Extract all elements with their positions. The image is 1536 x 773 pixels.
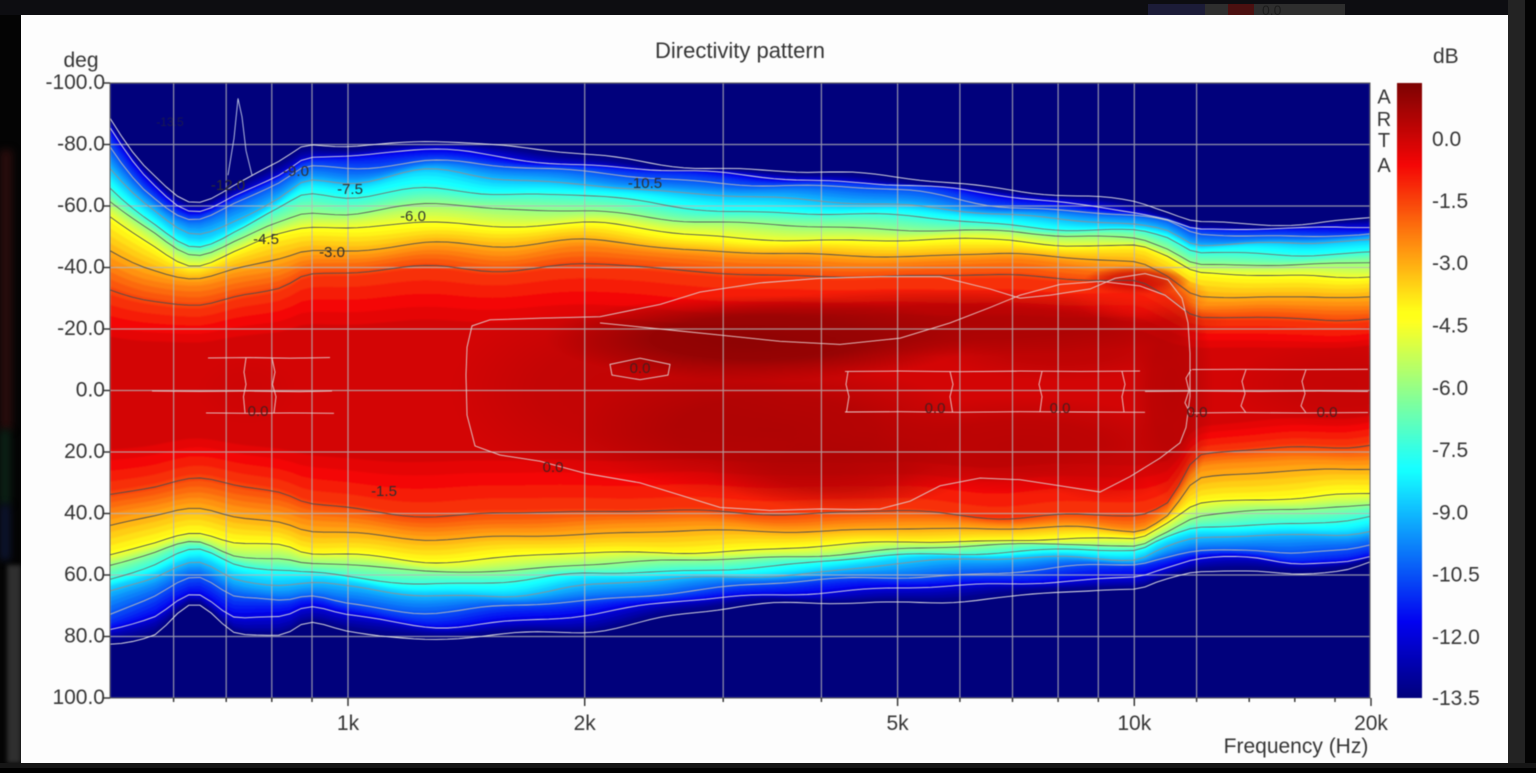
- svg-text:0.0: 0.0: [1432, 128, 1461, 151]
- svg-text:Frequency (Hz): Frequency (Hz): [1224, 735, 1369, 758]
- svg-text:100.0: 100.0: [52, 686, 105, 709]
- svg-text:dB: dB: [1433, 45, 1459, 68]
- svg-text:Directivity pattern: Directivity pattern: [655, 38, 825, 63]
- svg-text:0.0: 0.0: [925, 400, 946, 417]
- svg-text:-20.0: -20.0: [57, 317, 105, 340]
- svg-text:-13.5: -13.5: [156, 115, 184, 129]
- svg-text:20k: 20k: [1354, 712, 1388, 735]
- svg-text:A: A: [1377, 155, 1391, 177]
- svg-text:5k: 5k: [887, 712, 910, 735]
- svg-text:-6.0: -6.0: [1432, 377, 1468, 400]
- svg-text:-3.0: -3.0: [1432, 252, 1468, 275]
- svg-text:-80.0: -80.0: [57, 133, 105, 156]
- svg-text:-10.5: -10.5: [628, 175, 662, 192]
- svg-text:2k: 2k: [574, 712, 597, 735]
- svg-text:T: T: [1378, 130, 1390, 152]
- svg-text:deg: deg: [63, 49, 98, 72]
- svg-text:-7.5: -7.5: [1432, 439, 1468, 462]
- svg-text:1k: 1k: [337, 712, 360, 735]
- svg-text:A: A: [1377, 87, 1391, 109]
- svg-text:-6.0: -6.0: [400, 208, 426, 225]
- svg-text:-1.5: -1.5: [371, 483, 397, 500]
- svg-text:-4.5: -4.5: [1432, 315, 1468, 338]
- svg-text:-13.5: -13.5: [1432, 687, 1480, 710]
- svg-text:-9.0: -9.0: [283, 163, 309, 180]
- svg-text:0.0: 0.0: [76, 379, 105, 402]
- svg-text:-40.0: -40.0: [57, 256, 105, 279]
- svg-text:R: R: [1377, 109, 1391, 131]
- svg-text:-3.0: -3.0: [319, 244, 345, 261]
- svg-text:80.0: 80.0: [64, 625, 105, 648]
- svg-text:-10.5: -10.5: [1432, 564, 1480, 587]
- svg-text:-1.5: -1.5: [1432, 190, 1468, 213]
- svg-text:20.0: 20.0: [64, 440, 105, 463]
- svg-text:-12.0: -12.0: [211, 177, 245, 194]
- svg-text:10k: 10k: [1117, 712, 1151, 735]
- svg-text:0.0: 0.0: [1317, 404, 1338, 421]
- svg-text:0.0: 0.0: [1050, 400, 1071, 417]
- svg-text:0.0: 0.0: [543, 459, 564, 476]
- svg-text:-60.0: -60.0: [57, 194, 105, 217]
- svg-text:40.0: 40.0: [64, 502, 105, 525]
- svg-text:0.0: 0.0: [248, 403, 269, 420]
- svg-text:-9.0: -9.0: [1432, 502, 1468, 525]
- svg-text:60.0: 60.0: [64, 563, 105, 586]
- svg-text:-7.5: -7.5: [337, 181, 363, 198]
- svg-text:-12.0: -12.0: [1432, 626, 1480, 649]
- svg-text:-4.5: -4.5: [253, 231, 279, 248]
- svg-text:0.0: 0.0: [630, 360, 651, 377]
- svg-text:-100.0: -100.0: [45, 71, 105, 94]
- svg-text:0.0: 0.0: [1187, 404, 1208, 421]
